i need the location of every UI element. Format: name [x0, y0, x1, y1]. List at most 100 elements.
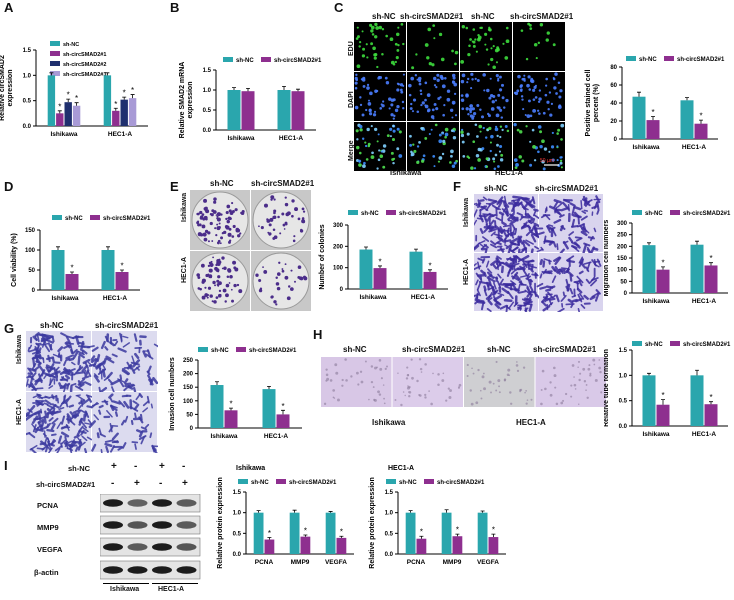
chart-i1-title: Ishikawa: [236, 465, 265, 472]
chart-i2-errorbar-2-0: [480, 510, 485, 513]
chart-b-legend-swatch-0: [223, 57, 233, 62]
chart-b-bar-0-0: [227, 90, 241, 130]
blot-band-3-3: [176, 566, 197, 574]
i-label-ishikawa: Ishikawa: [110, 586, 140, 593]
chart-i1-ylabel: Relative protein expression: [217, 477, 224, 568]
chart-d-bar-1-1: [115, 272, 129, 290]
chart-c-positive-cells: sh-NC sh-circSMAD2#1 0 20 40 60 80 Positive sta…: [585, 56, 725, 151]
chart-e-colonies: sh-NC sh-circSMAD2#1 0 100 200 300 Number of c…: [319, 210, 448, 301]
e-row-hec1a: HEC1-A: [181, 256, 188, 283]
chart-i1-ytick-label-3: 1.5: [233, 490, 242, 496]
blot-strip-0: [100, 494, 201, 513]
chart-h-bar-1-1: [704, 404, 718, 426]
chart-i2-significance-0-1: *: [420, 528, 423, 537]
chart-d-bar-0-0: [51, 250, 65, 290]
chart-i-ishikawa-protein: Ishikawa sh-NC sh-circSMAD2#1 0.0 0.5 1.0 1.5 R…: [217, 465, 354, 569]
chart-e-ytick-label-3: 300: [333, 223, 344, 229]
chart-i1-errorbar-2-1: [339, 535, 344, 538]
scale-bar-label: 50 µm: [540, 158, 554, 164]
chart-a-errorbar-1-0: [105, 72, 110, 76]
blot-band-0-3: [176, 499, 197, 507]
chart-b-smad2-mrna: sh-NC sh-circSMAD2#1 0.0 0.5 1.0 1.5 Relative …: [179, 57, 322, 142]
chart-i2-legend-swatch-1: [424, 479, 434, 484]
chart-f-ytick-label-5: 250: [617, 233, 628, 239]
panel-letter-c: C: [334, 0, 344, 15]
i-row-sh-nc: sh-NC: [68, 464, 91, 473]
chart-f-bar-0-1: [656, 269, 670, 293]
blot-band-0-2: [152, 499, 172, 507]
chart-d-ylabel: Cell viability (%): [11, 233, 18, 287]
chart-d-legend-swatch-0: [52, 215, 62, 220]
blot-band-2-3: [176, 543, 197, 551]
chart-h-errorbar-1-1: [709, 401, 713, 405]
chart-f-category-0: Ishikawa: [642, 298, 669, 305]
i-protein-vegfa: VEGFA: [37, 545, 63, 554]
chart-f-legend-swatch-0: [632, 210, 642, 215]
chart-i1-significance-1-1: *: [304, 526, 307, 535]
chart-i2-ytick-label-2: 1.0: [385, 511, 394, 517]
culture-dish: [252, 252, 310, 310]
chart-c-category-0: Ishikawa: [632, 144, 659, 151]
i-protein-mmp9: MMP9: [37, 523, 59, 532]
chart-f-legend-swatch-1: [670, 210, 680, 215]
chart-f-ytick-label-6: 300: [617, 221, 628, 227]
h-label-ishikawa: Ishikawa: [372, 418, 406, 427]
chart-f-bar-0-0: [642, 245, 656, 293]
chart-d-bar-1-0: [101, 250, 115, 290]
chart-i2-significance-2-1: *: [492, 526, 495, 535]
i-underline-hec1a: [152, 583, 198, 584]
chart-d-ytick-label-3: 150: [25, 228, 36, 234]
blot-band-3-1: [127, 566, 148, 574]
chart-i1-category-2: VEGFA: [325, 559, 347, 566]
chart-g-ytick-label-1: 50: [186, 412, 193, 418]
chart-c-errorbar-1-0: [685, 97, 689, 101]
chart-b-errorbar-0-0: [232, 87, 236, 90]
chart-a-legend-swatch-3: [50, 71, 60, 76]
chart-a-errorbar-1-1: [113, 107, 118, 111]
chart-d-legend-label-0: sh-NC: [65, 216, 83, 222]
chart-i2-errorbar-1-0: [444, 509, 449, 513]
chart-c-category-1: HEC1-A: [682, 144, 707, 151]
e-row-ishikawa: Ishikawa: [181, 192, 188, 222]
c-header-nc-2: sh-NC: [471, 12, 495, 21]
chart-i2-legend-label-1: sh-circSMAD2#1: [437, 480, 485, 486]
chart-a-bar-1-2: [120, 99, 128, 126]
chart-a-significance-1-1: *: [114, 100, 117, 109]
blot-band-2-1: [127, 543, 148, 551]
chart-e-significance-1-1: *: [428, 261, 431, 270]
chart-d-errorbar-1-1: [120, 269, 124, 272]
chart-c-bar-0-1: [646, 120, 660, 139]
f-row-hec1a: HEC1-A: [463, 258, 470, 285]
chart-i2-errorbar-1-1: [455, 533, 460, 537]
chart-h-significance-1-1: *: [709, 393, 712, 402]
c-header-circ-1: sh-circSMAD2#1: [400, 12, 464, 21]
chart-i1-errorbar-1-0: [292, 509, 297, 513]
chart-g-bar-1-1: [276, 414, 290, 428]
chart-g-bar-1-0: [262, 389, 276, 428]
chart-i1-errorbar-1-1: [303, 534, 308, 537]
chart-d-legend-label-1: sh-circSMAD2#1: [103, 216, 151, 222]
chart-h-category-0: Ishikawa: [642, 431, 669, 438]
chart-e-bar-1-1: [423, 271, 437, 289]
i-minus-4: -: [159, 478, 163, 489]
g-header-nc: sh-NC: [40, 321, 64, 330]
chart-f-errorbar-1-1: [709, 262, 713, 266]
chart-h-ytick-label-0: 0.0: [619, 424, 628, 430]
chart-c-errorbar-0-0: [637, 91, 641, 97]
h-header-circ-2: sh-circSMAD2#1: [533, 345, 597, 354]
chart-d-bar-0-1: [65, 274, 79, 290]
chart-f-legend-label-0: sh-NC: [645, 211, 663, 217]
chart-i2-ylabel: Relative protein expression: [369, 477, 376, 568]
chart-g-legend-swatch-0: [198, 347, 208, 352]
chart-a-ytick-label-2: 1.0: [23, 73, 32, 79]
i-label-hec1a: HEC1-A: [158, 586, 185, 593]
chart-a-bar-1-3: [128, 98, 137, 126]
chart-a-errorbar-0-0: [49, 72, 54, 76]
chart-a-legend-label-2: sh-circSMAD2#2: [63, 62, 106, 68]
chart-e-legend-swatch-0: [348, 210, 358, 215]
chart-e-bar-0-1: [373, 268, 387, 289]
i-plus-4: +: [182, 478, 188, 489]
chart-a-bar-0-3: [72, 105, 81, 126]
i-protein-actin: β-actin: [34, 568, 59, 577]
f-row-ishikawa: Ishikawa: [463, 197, 470, 227]
